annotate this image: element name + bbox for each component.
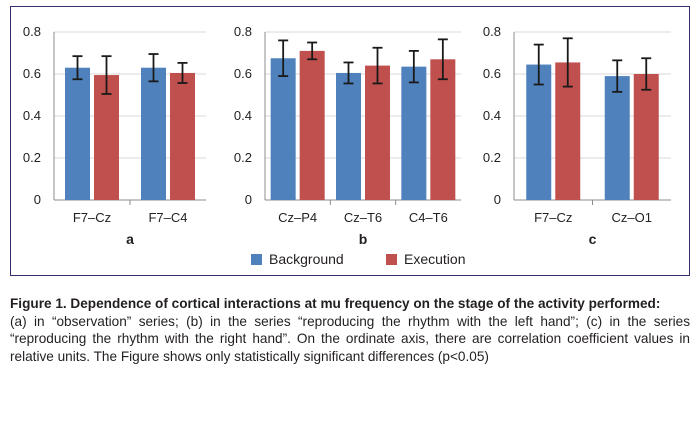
bar-background (270, 58, 296, 200)
x-tick-label: F7–Cz (73, 210, 111, 225)
bar-execution (299, 50, 325, 201)
caption-body: (a) in “observation” series; (b) in the … (10, 313, 690, 364)
y-tick-label: 0.6 (483, 66, 501, 81)
figure-caption: Figure 1. Dependence of cortical interac… (10, 295, 690, 365)
y-tick-label: 0.4 (23, 108, 41, 123)
chart-legend: Background Execution (251, 251, 465, 267)
panel-letter-b: b (359, 231, 368, 247)
chart-panel-b: 0 0.2 0.4 0.6 0.8 Cz–P4 Cz–T6 C4–T6 b (234, 24, 461, 247)
bar-execution (170, 72, 195, 200)
bar-execution (94, 75, 119, 200)
legend-label-execution: Execution (404, 251, 465, 267)
y-tick-label: 0.4 (483, 108, 501, 123)
y-tick-label: 0 (245, 192, 252, 207)
y-tick-label: 0.2 (483, 150, 501, 165)
y-tick-label: 0.2 (234, 150, 252, 165)
y-tick-label: 0.4 (234, 108, 252, 123)
bar-execution (365, 65, 390, 200)
x-tick-label: Cz–O1 (612, 210, 652, 225)
x-tick-label: Cz–P4 (278, 210, 317, 225)
y-tick-label: 0.6 (23, 66, 41, 81)
x-tick-label: F7–Cz (534, 210, 572, 225)
bar-execution (633, 74, 659, 200)
bar-background (336, 72, 361, 200)
y-tick-label: 0.6 (234, 66, 252, 81)
x-tick-label: Cz–T6 (344, 210, 382, 225)
bar-background (141, 67, 166, 200)
y-tick-label: 0 (494, 192, 501, 207)
figure-frame: 0 0.2 0.4 0.6 0.8 F7–Cz F7–C4 a 0 0.2 0.4 0.6 0.8 Cz–… (10, 6, 690, 276)
caption-title: Figure 1. Dependence of cortical interac… (10, 296, 661, 311)
y-tick-label: 0 (34, 192, 41, 207)
x-tick-label: F7–C4 (148, 210, 187, 225)
panel-letter-c: c (589, 231, 597, 247)
panel-letter-a: a (126, 231, 134, 247)
x-tick-label: C4–T6 (409, 210, 448, 225)
chart-canvas: 0 0.2 0.4 0.6 0.8 F7–Cz F7–C4 a 0 0.2 0.4 0.6 0.8 Cz–… (23, 24, 671, 267)
chart-panel-a: 0 0.2 0.4 0.6 0.8 F7–Cz F7–C4 a (23, 24, 206, 247)
y-tick-label: 0.8 (483, 24, 501, 39)
legend-swatch-background (251, 254, 262, 265)
bar-background (401, 66, 427, 201)
bar-execution (430, 59, 456, 200)
y-tick-label: 0.8 (234, 24, 252, 39)
bar-background (604, 76, 630, 200)
legend-label-background: Background (269, 251, 344, 267)
y-tick-label: 0.8 (23, 24, 41, 39)
bar-background (526, 64, 552, 200)
y-tick-label: 0.2 (23, 150, 41, 165)
legend-swatch-execution (386, 254, 397, 265)
bar-background (65, 67, 90, 200)
chart-panel-c: 0 0.2 0.4 0.6 0.8 F7–Cz Cz–O1 c (483, 24, 671, 247)
